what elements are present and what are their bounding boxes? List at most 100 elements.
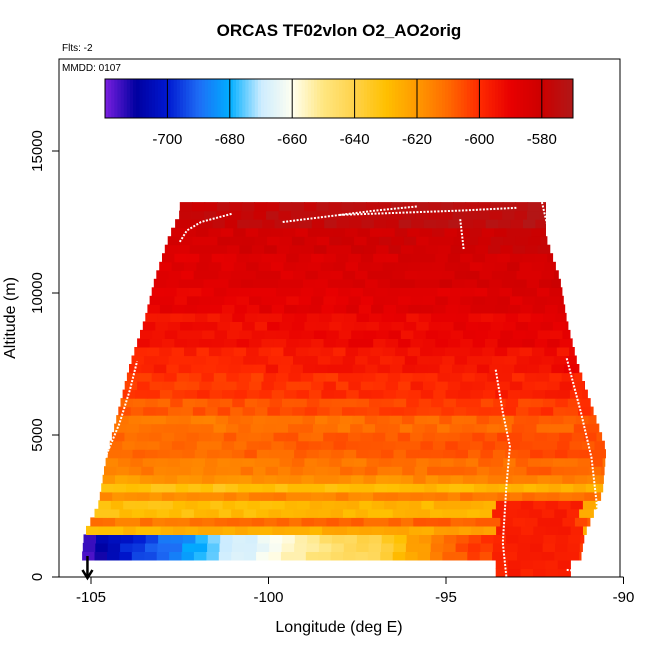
heatmap-cell — [436, 219, 449, 229]
heatmap-cell — [348, 253, 362, 263]
heatmap-cell — [571, 432, 585, 442]
heatmap-cell — [245, 534, 259, 544]
heatmap-cell — [467, 551, 481, 561]
heatmap-cell — [424, 423, 438, 433]
heatmap-cell — [294, 312, 308, 322]
heatmap-cell — [232, 534, 246, 544]
heatmap-cell — [289, 244, 303, 254]
heatmap-cell — [390, 210, 404, 220]
colorbar-segment — [289, 79, 293, 118]
heatmap-cell — [447, 432, 461, 442]
heatmap-cell — [501, 278, 515, 288]
heatmap-cell — [268, 508, 282, 518]
heatmap-cell — [214, 329, 228, 339]
heatmap-cell — [522, 253, 536, 263]
heatmap-cell — [520, 389, 534, 399]
colorbar-frame — [104, 78, 574, 119]
heatmap-cell — [443, 312, 457, 322]
heatmap-cell — [348, 381, 362, 391]
heatmap-cell — [224, 338, 238, 348]
heatmap-cell — [547, 491, 561, 501]
heatmap-cell — [458, 304, 472, 314]
heatmap-cell — [352, 415, 366, 425]
heatmap-cell — [329, 457, 343, 467]
heatmap-cell — [453, 457, 467, 467]
heatmap-cell — [363, 329, 377, 339]
heatmap-cell — [519, 440, 533, 450]
colorbar-segment — [351, 79, 356, 118]
heatmap-cell — [370, 440, 384, 450]
colorbar-segment — [273, 79, 278, 118]
heatmap-cell — [414, 278, 428, 288]
heatmap-cell — [169, 542, 183, 552]
colorbar-segment — [488, 79, 493, 118]
heatmap-cell — [226, 474, 240, 484]
colorbar-segment — [532, 79, 537, 118]
heatmap-cell — [385, 295, 399, 305]
heatmap-cell — [497, 338, 511, 348]
heatmap-cell — [167, 321, 181, 331]
heatmap-cell — [206, 551, 220, 561]
colorbar-segment — [441, 79, 446, 118]
x-tick-label: -105 — [76, 589, 106, 606]
colorbar-segment — [261, 79, 265, 118]
heatmap-cell — [408, 440, 421, 450]
heatmap-cell — [176, 372, 190, 382]
heatmap-cell — [485, 338, 498, 348]
heatmap-cell — [396, 525, 410, 535]
heatmap-cell — [519, 227, 532, 237]
heatmap-cell — [455, 449, 469, 459]
colorbar-segment — [566, 79, 571, 118]
heatmap-cell — [515, 236, 529, 246]
heatmap-cell — [239, 517, 253, 527]
heatmap-cell — [530, 312, 544, 322]
heatmap-cell — [415, 210, 429, 220]
heatmap-cell — [123, 525, 137, 535]
heatmap-cell — [398, 381, 412, 391]
heatmap-cell — [467, 508, 481, 518]
colorbar-tick-label: -660 — [277, 131, 307, 148]
heatmap-cell — [514, 210, 528, 220]
colorbar-segment — [323, 79, 328, 118]
heatmap-cell — [141, 466, 155, 476]
heatmap-cell — [149, 295, 163, 305]
heatmap-cell — [480, 398, 494, 408]
heatmap-cell — [351, 244, 365, 254]
heatmap-cell — [265, 415, 279, 425]
heatmap-cell — [313, 329, 327, 339]
heatmap-cell — [201, 287, 215, 297]
heatmap-cell — [165, 415, 179, 425]
heatmap-cell — [309, 500, 323, 510]
heatmap-cell — [602, 457, 606, 467]
colorbar-tick-label: -620 — [402, 131, 432, 148]
heatmap-cell — [288, 423, 301, 433]
heatmap-cell — [325, 287, 339, 297]
colorbar-segment — [195, 79, 200, 118]
heatmap-cell — [120, 542, 134, 552]
heatmap-cell — [598, 483, 604, 493]
heatmap-cell — [481, 534, 495, 544]
heatmap-cell — [368, 449, 382, 459]
heatmap-cell — [470, 304, 484, 314]
heatmap-cell — [503, 457, 517, 467]
heatmap-cell — [487, 372, 501, 382]
heatmap-cell — [178, 364, 192, 374]
heatmap-cell — [171, 261, 185, 271]
colorbar-segment — [304, 79, 309, 118]
colorbar-segment — [404, 79, 409, 118]
heatmap-cell — [452, 364, 465, 374]
heatmap-cell — [273, 432, 287, 442]
heatmap-cell — [493, 398, 507, 408]
heatmap-cell — [480, 312, 494, 322]
heatmap-cell — [169, 551, 183, 561]
heatmap-cell — [450, 517, 464, 527]
heatmap-cell — [207, 534, 221, 544]
heatmap-cell — [474, 287, 488, 297]
heatmap-cell — [367, 551, 381, 561]
heatmap-cell — [302, 278, 316, 288]
heatmap-cell — [320, 347, 334, 357]
heatmap-cell — [520, 568, 534, 577]
heatmap-cell — [410, 338, 424, 348]
heatmap-cell — [282, 398, 295, 408]
heatmap-cell — [404, 355, 418, 365]
